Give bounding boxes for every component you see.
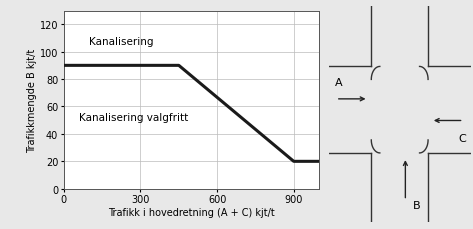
Y-axis label: Trafikkmengde B kjt/t: Trafikkmengde B kjt/t [27,48,37,152]
Polygon shape [371,7,428,222]
Text: Kanalisering valgfritt: Kanalisering valgfritt [79,113,188,123]
Text: C: C [459,133,466,143]
Polygon shape [371,67,471,222]
Text: A: A [334,77,342,87]
X-axis label: Trafikk i hovedretning (A + C) kjt/t: Trafikk i hovedretning (A + C) kjt/t [108,207,275,217]
Text: Kanalisering: Kanalisering [89,36,154,46]
Polygon shape [371,7,471,153]
Text: B: B [413,200,420,210]
Polygon shape [329,67,428,222]
Polygon shape [329,7,428,153]
Polygon shape [329,67,471,153]
